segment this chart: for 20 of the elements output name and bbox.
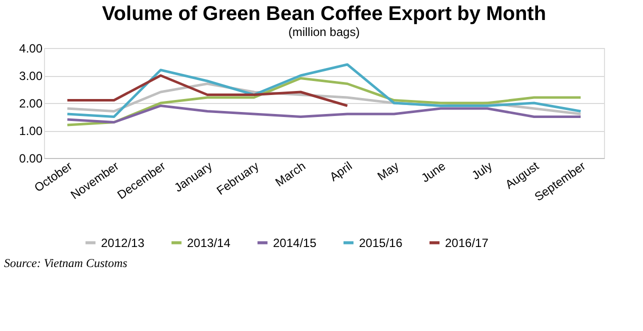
line-series — [66, 104, 582, 124]
y-tick-label: 4.00 — [19, 42, 43, 56]
source-note: Source: Vietnam Customs — [4, 256, 128, 270]
legend-label: 2013/14 — [187, 236, 231, 250]
legend-label: 2014/15 — [273, 236, 317, 250]
legend-label: 2015/16 — [359, 236, 403, 250]
legend-label: 2016/17 — [445, 236, 489, 250]
x-tick-label: May — [374, 158, 402, 184]
y-tick-label: 1.00 — [19, 124, 43, 138]
line-series — [66, 77, 582, 126]
line-series — [66, 63, 582, 118]
chart-subtitle: (million bags) — [288, 25, 360, 39]
x-tick-label: June — [418, 158, 448, 186]
legend-label: 2012/13 — [101, 236, 145, 250]
line-series — [66, 74, 349, 107]
y-tick-label: 0.00 — [19, 152, 43, 166]
y-tick-label: 3.00 — [19, 69, 43, 83]
y-tick-label: 2.00 — [19, 96, 43, 110]
x-tick-label: July — [469, 158, 495, 183]
chart-title: Volume of Green Bean Coffee Export by Month — [102, 3, 546, 25]
